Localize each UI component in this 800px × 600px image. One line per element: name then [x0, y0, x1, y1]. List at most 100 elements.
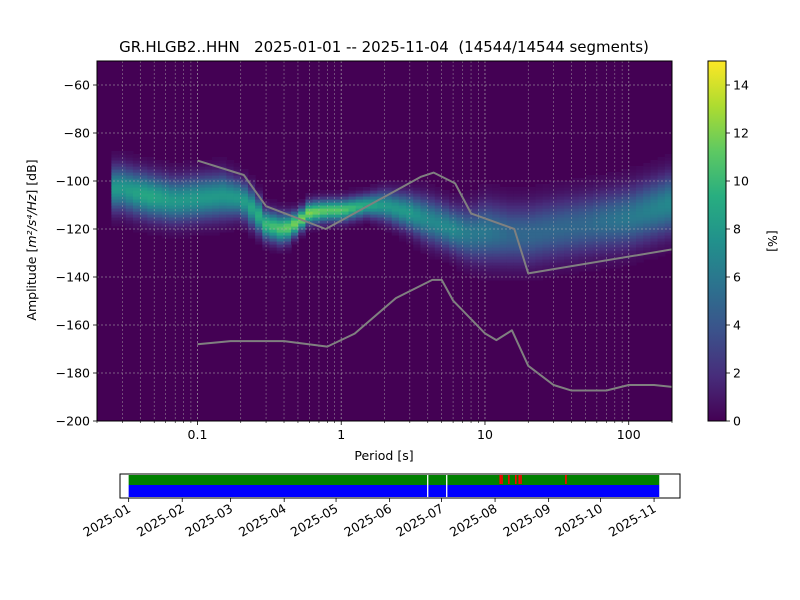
heatmap-cell: [406, 238, 414, 242]
y-tick-label: −60: [64, 78, 90, 93]
heatmap-cell: [592, 214, 601, 218]
heatmap-cell: [442, 259, 450, 263]
heatmap-cell: [564, 196, 572, 200]
heatmap-cell: [621, 196, 630, 200]
heatmap-cell: [578, 181, 587, 185]
heatmap-cell: [442, 226, 450, 230]
heatmap-cell: [650, 208, 659, 212]
date-tick-label: 2025-07: [393, 501, 446, 540]
heatmap-cell: [542, 271, 551, 275]
heatmap-cell: [657, 205, 666, 209]
low-noise-model-line: [197, 278, 672, 392]
heatmap-cell: [664, 223, 672, 227]
heatmap-cell: [276, 208, 285, 212]
heatmap-cell: [614, 175, 623, 179]
heatmap-cell: [521, 193, 529, 197]
heatmap-cell: [240, 229, 249, 233]
heatmap-cell: [636, 184, 644, 188]
heatmap-cell: [255, 217, 263, 221]
heatmap-cell: [614, 232, 623, 236]
heatmap-cell: [585, 226, 594, 230]
heatmap-cell: [564, 220, 572, 224]
heatmap-cell: [549, 259, 558, 263]
heatmap-cell: [334, 211, 342, 215]
heatmap-cell: [477, 193, 486, 197]
heatmap-cell: [521, 211, 529, 215]
heatmap-cell: [650, 256, 659, 260]
heatmap-cell: [542, 184, 551, 188]
heatmap-cell: [413, 235, 422, 239]
heatmap-cell: [377, 217, 386, 221]
heatmap-cell: [643, 184, 652, 188]
heatmap-cell: [377, 220, 386, 224]
heatmap-cell: [398, 196, 407, 200]
heatmap-cell: [557, 241, 565, 245]
heatmap-cell: [470, 238, 479, 242]
heatmap-cell: [542, 262, 551, 266]
heatmap-cell: [557, 229, 565, 233]
heatmap-cell: [664, 178, 672, 182]
heatmap-cell: [592, 226, 601, 230]
heatmap-cell: [564, 238, 572, 242]
heatmap-cell: [276, 226, 285, 230]
heatmap-cell: [600, 211, 608, 215]
heatmap-cell: [664, 190, 672, 194]
heatmap-cell: [434, 241, 443, 245]
heatmap-cell: [168, 199, 177, 203]
heatmap-cell: [226, 205, 235, 209]
heatmap-cell: [348, 193, 357, 197]
heatmap-cell: [614, 238, 623, 242]
heatmap-cell: [427, 202, 436, 206]
heatmap-cell: [269, 250, 278, 254]
heatmap-cell: [334, 190, 342, 194]
heatmap-cell: [477, 220, 486, 224]
heatmap-cell: [247, 220, 256, 224]
heatmap-cell: [226, 187, 235, 191]
heatmap-cell: [492, 202, 501, 206]
heatmap-cell: [204, 172, 213, 176]
heatmap-cell: [427, 208, 436, 212]
heatmap-cell: [161, 226, 170, 230]
heatmap-cell: [111, 205, 120, 209]
heatmap-cell: [413, 217, 422, 221]
heatmap-cell: [291, 217, 299, 221]
heatmap-cell: [650, 163, 659, 167]
heatmap-cell: [212, 196, 220, 200]
heatmap-cell: [643, 193, 652, 197]
heatmap-cell: [161, 202, 170, 206]
heatmap-cell: [398, 190, 407, 194]
heatmap-cell: [240, 226, 249, 230]
heatmap-cell: [377, 211, 386, 215]
heatmap-cell: [564, 223, 572, 227]
heatmap-cell: [607, 244, 616, 248]
heatmap-cell: [463, 232, 472, 236]
heatmap-cell: [283, 205, 292, 209]
heatmap-cell: [657, 172, 666, 176]
heatmap-cell: [168, 187, 177, 191]
heatmap-cell: [176, 175, 184, 179]
heatmap-cell: [140, 163, 148, 167]
heatmap-cell: [140, 181, 148, 185]
heatmap-cell: [449, 235, 457, 239]
date-tick-label: 2025-09: [500, 501, 553, 540]
heatmap-cell: [528, 268, 537, 272]
heatmap-cell: [564, 241, 572, 245]
heatmap-cell: [204, 166, 213, 170]
heatmap-cell: [571, 247, 580, 251]
heatmap-cell: [621, 259, 630, 263]
heatmap-cell: [542, 256, 551, 260]
heatmap-cell: [592, 235, 601, 239]
heatmap-cell: [434, 253, 443, 257]
heatmap-cell: [111, 190, 120, 194]
heatmap-cell: [542, 214, 551, 218]
heatmap-cell: [521, 205, 529, 209]
heatmap-cell: [528, 262, 537, 266]
heatmap-cell: [247, 232, 256, 236]
heatmap-cell: [571, 199, 580, 203]
heatmap-cell: [212, 157, 220, 161]
heatmap-cell: [406, 214, 414, 218]
heatmap-cell: [470, 244, 479, 248]
heatmap-cell: [449, 262, 457, 266]
heatmap-cell: [176, 214, 184, 218]
